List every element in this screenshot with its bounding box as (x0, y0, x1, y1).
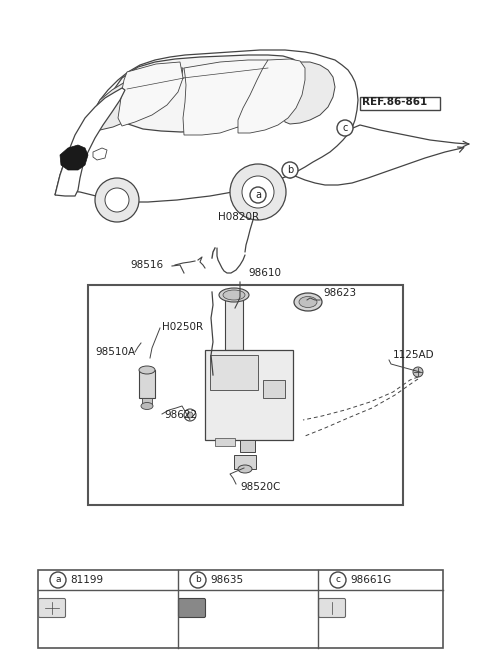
Polygon shape (238, 59, 305, 133)
Polygon shape (93, 148, 107, 160)
Ellipse shape (219, 288, 249, 302)
Circle shape (105, 188, 129, 212)
FancyBboxPatch shape (319, 598, 346, 617)
Text: 98520C: 98520C (240, 482, 280, 492)
Ellipse shape (299, 297, 317, 308)
FancyBboxPatch shape (360, 97, 440, 110)
Text: 98635: 98635 (210, 575, 243, 585)
Bar (139, 370, 155, 398)
Polygon shape (55, 50, 358, 202)
Ellipse shape (141, 403, 153, 409)
Text: a: a (55, 575, 61, 584)
Bar (263, 380, 285, 398)
Bar (234, 455, 256, 469)
Text: H0250R: H0250R (162, 322, 203, 332)
Ellipse shape (238, 465, 252, 473)
Bar (205, 350, 293, 440)
Text: 98623: 98623 (323, 288, 356, 298)
Circle shape (187, 412, 193, 418)
Circle shape (282, 162, 298, 178)
Text: 98510A: 98510A (95, 347, 135, 357)
Text: b: b (287, 165, 293, 175)
Bar (210, 355, 258, 390)
Bar (240, 440, 255, 452)
Ellipse shape (223, 290, 245, 300)
Circle shape (184, 409, 196, 421)
Text: c: c (336, 575, 340, 584)
Circle shape (230, 164, 286, 220)
Text: c: c (342, 123, 348, 133)
FancyBboxPatch shape (38, 598, 65, 617)
Bar (215, 438, 235, 446)
Circle shape (250, 187, 266, 203)
Polygon shape (60, 145, 88, 170)
Circle shape (95, 178, 139, 222)
Text: a: a (255, 190, 261, 200)
Polygon shape (55, 88, 125, 196)
Bar (88, 285, 403, 505)
Bar (142, 398, 152, 406)
Text: 98622: 98622 (164, 410, 197, 420)
Text: H0820R: H0820R (218, 212, 259, 222)
Polygon shape (183, 60, 268, 135)
Bar (38, 570, 443, 648)
Text: 81199: 81199 (70, 575, 103, 585)
Circle shape (330, 572, 346, 588)
Circle shape (413, 367, 423, 377)
Text: 98661G: 98661G (350, 575, 391, 585)
Circle shape (190, 572, 206, 588)
Ellipse shape (294, 293, 322, 311)
Circle shape (242, 176, 274, 208)
Polygon shape (88, 68, 183, 130)
FancyBboxPatch shape (179, 598, 205, 617)
Text: 98610: 98610 (248, 268, 281, 278)
Polygon shape (110, 55, 307, 132)
Circle shape (337, 120, 353, 136)
Text: 1125AD: 1125AD (393, 350, 434, 360)
Text: 98516: 98516 (130, 260, 163, 270)
Circle shape (50, 572, 66, 588)
Polygon shape (118, 62, 183, 126)
Bar (225, 295, 243, 350)
Text: REF.86-861: REF.86-861 (362, 97, 427, 107)
Polygon shape (283, 62, 335, 124)
Ellipse shape (139, 366, 155, 374)
Text: b: b (195, 575, 201, 584)
